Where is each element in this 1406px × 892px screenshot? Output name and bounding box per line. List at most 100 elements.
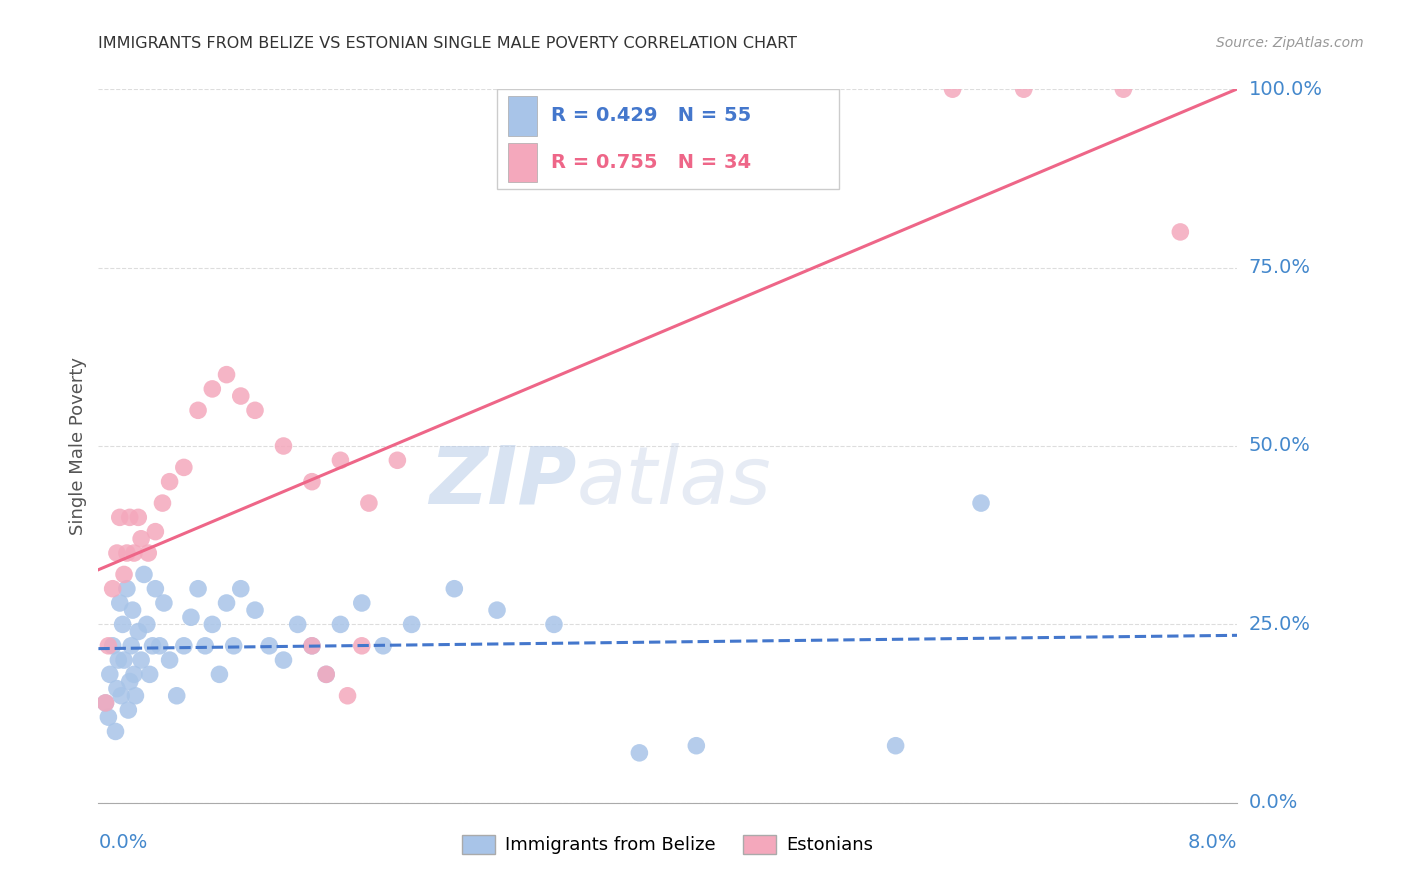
Point [194,639,217,653]
Point [215,596,238,610]
Point [357,496,380,510]
Point [145,524,167,539]
FancyBboxPatch shape [509,96,537,136]
Point [970,496,993,510]
Point [108,510,131,524]
Point [628,746,651,760]
Text: 25.0%: 25.0% [1249,615,1310,634]
Point [105,681,128,696]
FancyBboxPatch shape [498,89,839,189]
Point [101,639,124,653]
Point [120,639,142,653]
Point [350,596,373,610]
Point [222,639,245,653]
Point [105,546,128,560]
Point [208,667,231,681]
Text: 0.0%: 0.0% [98,833,148,853]
Point [122,667,145,681]
Point [301,639,323,653]
Point [301,475,323,489]
Text: ZIP: ZIP [429,442,576,521]
Point [243,403,266,417]
Point [543,617,565,632]
Point [149,639,172,653]
Point [159,653,181,667]
Point [124,689,146,703]
Point [1012,82,1035,96]
Point [173,639,195,653]
Point [685,739,707,753]
Point [259,639,281,653]
Point [387,453,409,467]
Point [884,739,907,753]
Point [401,617,423,632]
Point [115,546,138,560]
Point [101,582,124,596]
Point [122,546,145,560]
Point [215,368,238,382]
Point [180,610,202,624]
Point [121,603,143,617]
Point [371,639,394,653]
Point [166,689,188,703]
Point [336,689,359,703]
Point [127,624,149,639]
Point [97,639,120,653]
Point [153,596,176,610]
Point [145,582,167,596]
Point [329,617,352,632]
Point [108,596,131,610]
Legend: Immigrants from Belize, Estonians: Immigrants from Belize, Estonians [456,828,880,862]
Text: 100.0%: 100.0% [1249,79,1323,99]
Point [129,532,152,546]
Point [135,617,157,632]
Point [118,510,141,524]
Point [201,382,224,396]
Point [111,617,134,632]
Text: 0.0%: 0.0% [1249,793,1298,813]
Point [229,582,252,596]
Text: 50.0%: 50.0% [1249,436,1310,456]
Text: R = 0.429   N = 55: R = 0.429 N = 55 [551,106,751,126]
Point [243,603,266,617]
Point [112,567,135,582]
FancyBboxPatch shape [509,143,537,182]
Point [112,653,135,667]
Point [201,617,224,632]
Y-axis label: Single Male Poverty: Single Male Poverty [69,357,87,535]
Point [273,653,295,667]
Point [315,667,337,681]
Point [1170,225,1192,239]
Point [94,696,117,710]
Point [127,510,149,524]
Point [187,403,209,417]
Point [229,389,252,403]
Point [486,603,509,617]
Text: Source: ZipAtlas.com: Source: ZipAtlas.com [1216,36,1364,50]
Point [287,617,309,632]
Point [443,582,465,596]
Point [110,689,132,703]
Text: R = 0.755   N = 34: R = 0.755 N = 34 [551,153,751,172]
Point [273,439,295,453]
Point [942,82,965,96]
Text: 75.0%: 75.0% [1249,258,1310,277]
Point [329,453,352,467]
Point [1112,82,1135,96]
Point [107,653,129,667]
Point [315,667,337,681]
Point [118,674,141,689]
Point [159,475,181,489]
Text: IMMIGRANTS FROM BELIZE VS ESTONIAN SINGLE MALE POVERTY CORRELATION CHART: IMMIGRANTS FROM BELIZE VS ESTONIAN SINGL… [98,36,797,51]
Point [115,582,138,596]
Point [98,667,121,681]
Point [350,639,373,653]
Point [141,639,163,653]
Point [94,696,117,710]
Point [104,724,127,739]
Text: atlas: atlas [576,442,772,521]
Point [138,667,160,681]
Point [132,567,155,582]
Point [187,582,209,596]
Text: 8.0%: 8.0% [1188,833,1237,853]
